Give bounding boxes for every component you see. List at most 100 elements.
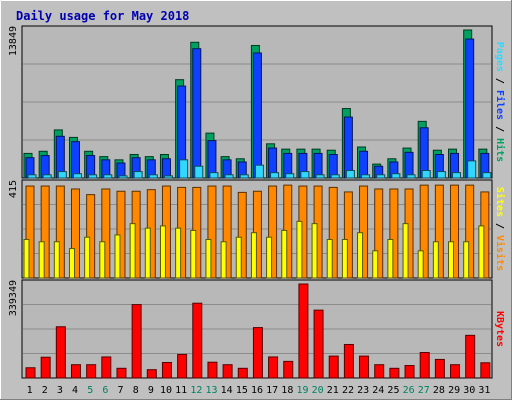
legend-pages: Pages bbox=[494, 42, 505, 72]
bar-pages-day-3 bbox=[57, 171, 67, 179]
x-tick-label-day-12: 12 bbox=[190, 385, 202, 396]
bar-kbytes-day-3 bbox=[55, 326, 66, 379]
x-tick-label-day-27: 27 bbox=[418, 385, 430, 396]
bar-pages-day-24 bbox=[376, 174, 386, 179]
x-tick-label-day-26: 26 bbox=[403, 385, 415, 396]
bar-visits-day-5 bbox=[86, 194, 96, 279]
panel-2-max-label: 415 bbox=[8, 180, 19, 198]
bar-pages-day-20 bbox=[315, 174, 325, 179]
bar-files-day-10 bbox=[161, 158, 171, 179]
bar-sites-day-4 bbox=[68, 248, 75, 279]
panel-1-max-label: 13849 bbox=[8, 26, 19, 56]
bar-files-day-22 bbox=[343, 116, 353, 179]
bar-kbytes-day-13 bbox=[207, 361, 218, 379]
bar-visits-day-24 bbox=[374, 188, 384, 279]
bar-visits-day-28 bbox=[434, 184, 444, 279]
bar-pages-day-6 bbox=[103, 174, 113, 179]
bar-kbytes-day-1 bbox=[25, 367, 36, 379]
bar-sites-day-22 bbox=[341, 238, 348, 279]
bar-files-day-16 bbox=[252, 52, 262, 179]
bar-sites-day-26 bbox=[402, 223, 409, 279]
bar-files-day-4 bbox=[70, 141, 80, 179]
x-tick-label-day-30: 30 bbox=[463, 385, 475, 396]
bar-visits-day-17 bbox=[268, 185, 278, 279]
bar-kbytes-day-23 bbox=[359, 355, 370, 379]
x-tick-label-day-13: 13 bbox=[205, 385, 217, 396]
bar-visits-day-14 bbox=[222, 185, 232, 279]
panel-3-legend: KBytes bbox=[494, 311, 505, 347]
bar-pages-day-14 bbox=[224, 174, 234, 179]
x-tick-label-day-5: 5 bbox=[87, 385, 93, 396]
bar-kbytes-day-7 bbox=[116, 367, 127, 379]
bar-sites-day-12 bbox=[190, 229, 197, 279]
bar-kbytes-day-26 bbox=[404, 365, 415, 379]
legend-sites: Sites bbox=[494, 187, 506, 217]
bar-kbytes-day-20 bbox=[313, 309, 324, 379]
bar-pages-day-31 bbox=[482, 172, 492, 179]
legend-hits: Hits bbox=[494, 138, 506, 162]
bar-pages-day-26 bbox=[406, 174, 416, 179]
bar-kbytes-day-29 bbox=[450, 364, 461, 379]
x-tick-label-day-20: 20 bbox=[312, 385, 324, 396]
bar-pages-day-25 bbox=[391, 173, 401, 179]
bar-pages-day-19 bbox=[300, 171, 310, 179]
bar-pages-day-5 bbox=[88, 174, 98, 179]
bar-kbytes-day-2 bbox=[40, 356, 51, 379]
bar-visits-day-2 bbox=[40, 185, 50, 279]
bar-pages-day-17 bbox=[270, 172, 280, 179]
bar-sites-day-25 bbox=[387, 238, 394, 279]
bar-pages-day-18 bbox=[285, 173, 295, 179]
bar-pages-day-4 bbox=[72, 173, 82, 179]
bar-sites-day-2 bbox=[38, 241, 45, 279]
bar-sites-day-28 bbox=[432, 241, 439, 279]
bar-sites-day-11 bbox=[175, 227, 182, 279]
bar-visits-day-13 bbox=[207, 185, 217, 279]
x-tick-label-day-4: 4 bbox=[72, 385, 78, 396]
x-tick-label-day-9: 9 bbox=[148, 385, 154, 396]
bar-kbytes-day-24 bbox=[374, 364, 385, 379]
bar-kbytes-day-28 bbox=[434, 358, 445, 379]
bar-sites-day-10 bbox=[159, 225, 166, 279]
bar-sites-day-5 bbox=[84, 236, 91, 279]
bar-kbytes-day-12 bbox=[192, 302, 203, 379]
bar-visits-day-4 bbox=[70, 188, 80, 279]
bar-kbytes-day-8 bbox=[131, 304, 142, 379]
bar-sites-day-8 bbox=[129, 223, 136, 279]
bar-kbytes-day-14 bbox=[222, 364, 233, 379]
x-tick-label-day-28: 28 bbox=[433, 385, 445, 396]
bar-kbytes-day-4 bbox=[70, 364, 81, 379]
bar-pages-day-8 bbox=[133, 171, 143, 179]
bar-sites-day-7 bbox=[114, 234, 121, 279]
bar-sites-day-17 bbox=[266, 236, 273, 279]
x-tick-label-day-31: 31 bbox=[478, 385, 490, 396]
bar-pages-day-23 bbox=[361, 174, 371, 179]
bar-visits-day-21 bbox=[328, 186, 338, 279]
panel-3-max-label: 339349 bbox=[8, 280, 19, 316]
bar-kbytes-day-25 bbox=[389, 367, 400, 379]
bar-sites-day-3 bbox=[53, 241, 60, 279]
bar-kbytes-day-30 bbox=[465, 334, 476, 379]
bar-kbytes-day-19 bbox=[298, 283, 309, 379]
x-tick-label-day-7: 7 bbox=[118, 385, 124, 396]
bar-sites-day-24 bbox=[372, 250, 379, 279]
bar-visits-day-22 bbox=[343, 191, 353, 279]
bar-kbytes-day-15 bbox=[237, 367, 248, 379]
panel-1-legend: Pages / Files / Hits bbox=[494, 42, 506, 162]
legend-visits: Visits bbox=[494, 235, 506, 271]
bar-pages-day-12 bbox=[194, 165, 204, 179]
bar-pages-day-1 bbox=[27, 174, 37, 179]
bar-sites-day-13 bbox=[205, 238, 212, 279]
bar-kbytes-day-9 bbox=[146, 369, 157, 379]
chart-title: Daily usage for May 2018 bbox=[16, 9, 189, 23]
bar-files-day-23 bbox=[359, 150, 369, 179]
bar-visits-day-3 bbox=[55, 185, 65, 279]
legend-separator: / bbox=[494, 72, 505, 90]
bar-kbytes-day-18 bbox=[283, 360, 294, 379]
panel-2-legend: Sites / Visits bbox=[494, 187, 506, 271]
bar-sites-day-1 bbox=[23, 238, 30, 279]
x-tick-label-day-25: 25 bbox=[387, 385, 399, 396]
legend-separator: / bbox=[494, 217, 505, 235]
bar-kbytes-day-17 bbox=[268, 356, 279, 379]
bar-visits-day-6 bbox=[101, 188, 111, 279]
